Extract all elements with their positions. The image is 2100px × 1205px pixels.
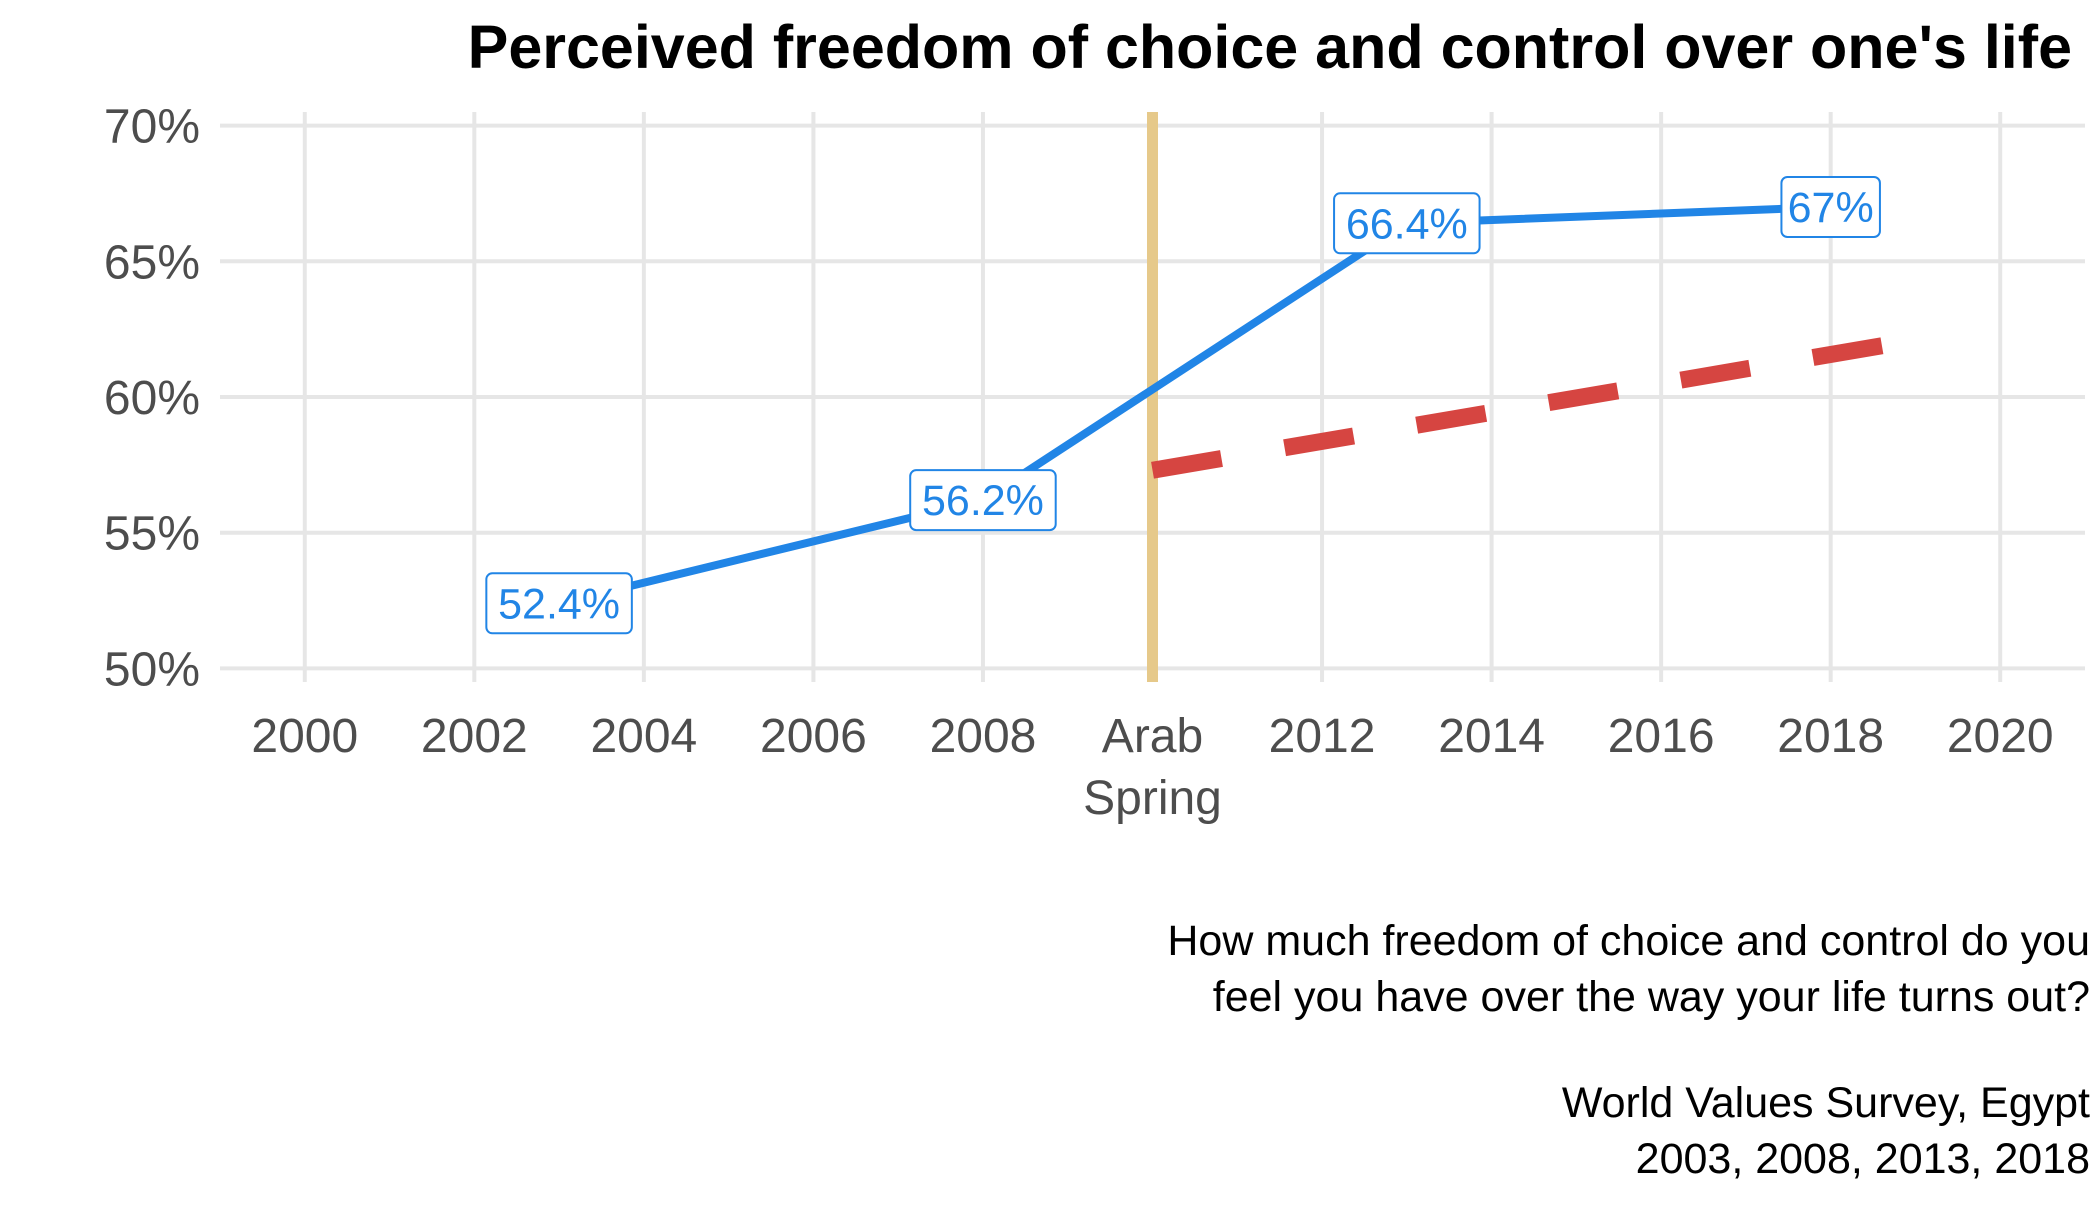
data-label-text: 67% (1788, 184, 1874, 232)
x-tick-label: 2000 (251, 710, 358, 763)
data-label: 52.4% (485, 572, 633, 635)
x-tick-label: 2006 (760, 710, 867, 763)
data-label-layer: 52.4% 56.2% 66.4% 67% (485, 176, 1881, 635)
observed-series-line (558, 203, 1831, 608)
data-label-box (485, 572, 633, 635)
x-tick-label: 2020 (1947, 710, 2054, 763)
counterfactual-trend-line (1151, 331, 1917, 479)
y-tick-label: 70% (104, 101, 200, 154)
source-caption-line: 2003, 2008, 2013, 2018 (1636, 1135, 2090, 1183)
data-label-text: 66.4% (1346, 200, 1468, 248)
question-caption-line: feel you have over the way your life tur… (1213, 973, 2090, 1021)
y-tick-label: 50% (104, 643, 200, 696)
chart-title: Perceived freedom of choice and control … (468, 13, 2072, 81)
y-tick-label: 55% (104, 508, 200, 561)
data-label-box (909, 469, 1057, 532)
data-label: 56.2% (909, 469, 1057, 532)
data-label-box (1333, 192, 1481, 255)
question-caption-line: How much freedom of choice and control d… (1167, 917, 2090, 965)
x-tick-label: 2012 (1269, 710, 1376, 763)
x-tick-label: 2002 (421, 710, 528, 763)
x-tick-label: 2016 (1608, 710, 1715, 763)
series-layer (558, 203, 1917, 608)
data-label-text: 52.4% (498, 580, 620, 628)
y-tick-label: 65% (104, 236, 200, 289)
x-tick-label: 2014 (1438, 710, 1545, 763)
data-label-box (1780, 176, 1881, 238)
data-label-text: 56.2% (922, 477, 1044, 525)
y-tick-label: 60% (104, 372, 200, 425)
data-label: 67% (1780, 176, 1881, 238)
x-tick-label: 2004 (590, 710, 697, 763)
x-tick-label: 2018 (1777, 710, 1884, 763)
source-caption-line: World Values Survey, Egypt (1562, 1079, 2090, 1127)
x-tick-label: 2008 (930, 710, 1037, 763)
data-label: 66.4% (1333, 192, 1481, 255)
x-tick-label: Arab Spring (1083, 710, 1222, 825)
caption: How much freedom of choice and control d… (1167, 917, 2090, 1183)
axis-labels: 50% 55% 60% 65% 70% 2000 2002 2004 2006 2008 Arab S… (104, 101, 2054, 825)
